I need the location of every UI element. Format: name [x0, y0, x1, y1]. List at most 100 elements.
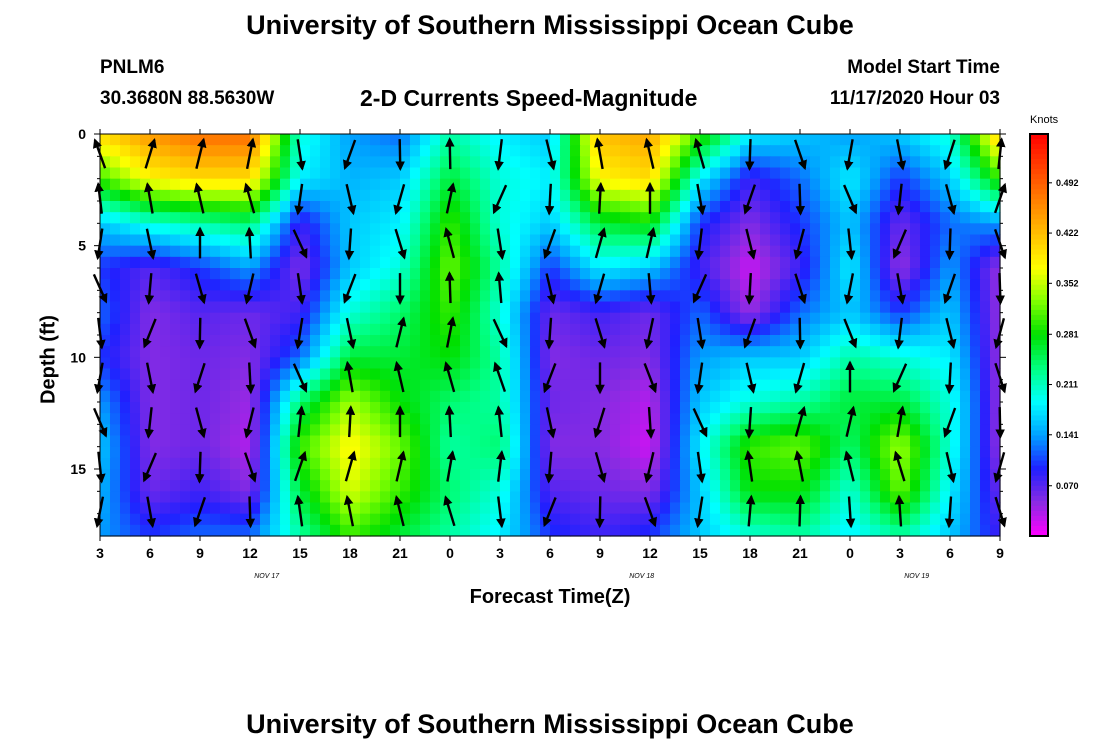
heatmap-cell	[100, 301, 111, 314]
heatmap-cell	[720, 491, 731, 504]
heatmap-cell	[870, 435, 881, 448]
heatmap-cell	[560, 290, 571, 303]
heatmap-cell	[630, 368, 641, 381]
current-vector-arrow	[492, 184, 508, 215]
heatmap-cell	[960, 390, 971, 403]
heatmap-cell	[930, 446, 941, 459]
heatmap-cell	[690, 268, 701, 280]
heatmap-cell	[520, 368, 531, 381]
colorbar-segment	[1030, 254, 1048, 261]
heatmap-cell	[600, 223, 611, 236]
heatmap-cell	[240, 502, 251, 515]
heatmap-cell	[560, 446, 571, 459]
heatmap-cell	[850, 301, 861, 314]
heatmap-cell	[870, 323, 881, 336]
heatmap-cell	[160, 524, 171, 537]
heatmap-cell	[530, 178, 541, 191]
heatmap-cell	[810, 491, 821, 504]
heatmap-cell	[380, 178, 391, 191]
heatmap-cell	[480, 301, 491, 314]
heatmap-cell	[400, 145, 411, 157]
current-vector-arrow	[344, 228, 355, 261]
heatmap-cell	[610, 491, 621, 504]
heatmap-cell	[190, 457, 201, 470]
heatmap-cell	[640, 234, 651, 247]
heatmap-cell	[440, 256, 451, 269]
heatmap-cell	[360, 357, 371, 370]
current-vector-arrow	[492, 318, 508, 349]
heatmap-cell	[940, 480, 951, 492]
heatmap-cell	[310, 256, 321, 269]
heatmap-cell	[430, 189, 441, 202]
heatmap-cell	[580, 323, 591, 336]
heatmap-cell	[360, 189, 371, 202]
heatmap-cell	[800, 502, 811, 515]
heatmap-cell	[140, 357, 151, 370]
heatmap-cell	[250, 413, 261, 425]
heatmap-cell	[300, 223, 311, 236]
heatmap-cell	[930, 457, 941, 470]
heatmap-cell	[850, 513, 861, 526]
heatmap-cell	[530, 424, 541, 437]
heatmap-cell	[720, 301, 731, 314]
x-tick-label: 0	[846, 545, 854, 561]
heatmap-cell	[610, 502, 621, 515]
heatmap-cell	[840, 201, 851, 213]
heatmap-cell	[780, 223, 791, 236]
heatmap-cell	[680, 346, 691, 358]
heatmap-cell	[750, 312, 761, 325]
current-vector-arrow	[243, 273, 255, 305]
heatmap-cell	[330, 480, 341, 492]
heatmap-cell	[280, 145, 291, 157]
heatmap-cell	[840, 323, 851, 336]
heatmap-cell	[970, 457, 981, 470]
heatmap-cell	[160, 301, 171, 314]
heatmap-cell	[360, 167, 371, 180]
heatmap-cell	[190, 357, 201, 370]
heatmap-cell	[790, 491, 801, 504]
heatmap-cell	[480, 178, 491, 191]
heatmap-cell	[260, 256, 271, 269]
heatmap-cell	[260, 469, 271, 481]
heatmap-cell	[980, 524, 991, 537]
heatmap-cell	[950, 424, 961, 437]
heatmap-cell	[300, 435, 311, 448]
heatmap-cell	[230, 156, 241, 169]
heatmap-cell	[490, 323, 501, 336]
heatmap-cell	[960, 413, 971, 425]
heatmap-cell	[860, 256, 871, 269]
heatmap-cell	[120, 502, 131, 515]
heatmap-cell	[410, 346, 421, 358]
heatmap-cell	[760, 480, 771, 492]
heatmap-cell	[120, 256, 131, 269]
heatmap-cell	[910, 279, 921, 291]
heatmap-cell	[970, 256, 981, 269]
heatmap-cell	[310, 312, 321, 325]
heatmap-cell	[820, 524, 831, 537]
heatmap-cell	[950, 480, 961, 492]
heatmap-cell	[170, 323, 181, 336]
colorbar-segment	[1030, 470, 1048, 477]
heatmap-cell	[510, 368, 521, 381]
heatmap-cell	[510, 424, 521, 437]
heatmap-cell	[490, 469, 501, 481]
heatmap-cell	[830, 134, 841, 146]
heatmap-cell	[580, 167, 591, 180]
heatmap-cell	[900, 457, 911, 470]
heatmap-cell	[710, 279, 721, 291]
heatmap-cell	[410, 491, 421, 504]
heatmap-cell	[540, 167, 551, 180]
heatmap-cell	[930, 469, 941, 481]
heatmap-cell	[830, 335, 841, 347]
heatmap-cell	[550, 435, 561, 448]
heatmap-cell	[830, 424, 841, 437]
heatmap-cell	[620, 156, 631, 169]
current-vector-arrow	[443, 495, 456, 527]
heatmap-cell	[910, 390, 921, 403]
heatmap-cell	[340, 256, 351, 269]
heatmap-cell	[990, 413, 1001, 425]
heatmap-cell	[610, 379, 621, 392]
heatmap-cell	[320, 256, 331, 269]
heatmap-cell	[670, 301, 681, 314]
heatmap-cell	[590, 301, 601, 314]
